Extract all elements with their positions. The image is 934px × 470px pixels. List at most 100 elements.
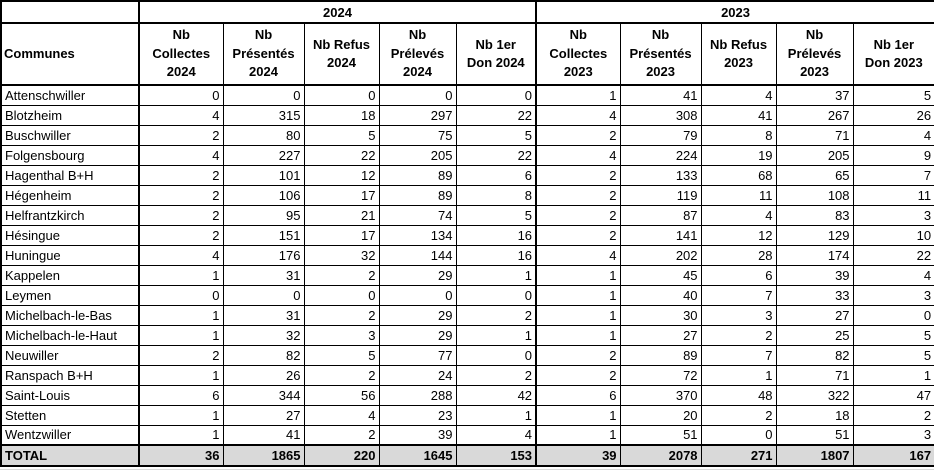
value-cell: 1 (138, 404, 224, 426)
value-cell: 4 (138, 104, 224, 126)
value-cell: 3 (852, 424, 934, 446)
value-cell: 1 (138, 424, 224, 446)
value-cell: 17 (303, 184, 380, 206)
value-cell: 82 (775, 344, 854, 366)
value-cell: 27 (222, 404, 305, 426)
value-cell: 18 (303, 104, 380, 126)
value-cell: 1 (138, 364, 224, 386)
value-cell: 16 (455, 244, 537, 266)
value-cell: 0 (138, 84, 224, 106)
value-cell: 5 (852, 84, 934, 106)
value-cell: 6 (455, 164, 537, 186)
value-cell: 79 (619, 124, 702, 146)
value-cell: 95 (222, 204, 305, 226)
value-cell: 3 (700, 304, 777, 326)
year-2023-header: 2023 (535, 0, 934, 24)
table-row: Saint-Louis 6 344 56 288 42 6 370 48 322 47 (0, 384, 934, 406)
total-label: TOTAL (0, 444, 140, 467)
value-cell: 31 (222, 304, 305, 326)
value-cell: 174 (775, 244, 854, 266)
value-cell: 1 (455, 264, 537, 286)
value-cell: 370 (619, 384, 702, 406)
value-cell: 129 (775, 224, 854, 246)
value-cell: 5 (455, 124, 537, 146)
year-header-row: 2024 2023 (0, 0, 934, 24)
value-cell: 202 (619, 244, 702, 266)
value-cell: 89 (619, 344, 702, 366)
year-2024-header: 2024 (138, 0, 537, 24)
value-cell: 77 (378, 344, 457, 366)
commune-name-cell: Attenschwiller (0, 84, 140, 106)
value-cell: 2 (138, 344, 224, 366)
value-cell: 30 (619, 304, 702, 326)
value-cell: 0 (378, 284, 457, 306)
value-cell: 0 (455, 284, 537, 306)
commune-name-cell: Hagenthal B+H (0, 164, 140, 186)
value-cell: 4 (700, 204, 777, 226)
commune-name-cell: Stetten (0, 404, 140, 426)
table-row: Kappelen 1 31 2 29 1 1 45 6 39 4 (0, 264, 934, 286)
value-cell: 87 (619, 204, 702, 226)
corner-empty-cell (0, 0, 140, 24)
value-cell: 31 (222, 264, 305, 286)
table-row: Helfrantzkirch 2 95 21 74 5 2 87 4 83 3 (0, 204, 934, 226)
commune-name-cell: Ranspach B+H (0, 364, 140, 386)
total-value-cell: 220 (303, 444, 380, 467)
value-cell: 23 (378, 404, 457, 426)
value-cell: 2 (455, 364, 537, 386)
commune-name-cell: Huningue (0, 244, 140, 266)
column-header: Nb Collectes 2024 (138, 22, 224, 86)
table-row: Huningue 4 176 32 144 16 4 202 28 174 22 (0, 244, 934, 266)
table-row: Buschwiller 2 80 5 75 5 2 79 8 71 4 (0, 124, 934, 146)
value-cell: 22 (303, 144, 380, 166)
commune-name-cell: Neuwiller (0, 344, 140, 366)
value-cell: 89 (378, 184, 457, 206)
value-cell: 5 (455, 204, 537, 226)
value-cell: 0 (455, 84, 537, 106)
value-cell: 9 (852, 144, 934, 166)
value-cell: 1 (138, 264, 224, 286)
value-cell: 288 (378, 384, 457, 406)
table-row: Folgensbourg 4 227 22 205 22 4 224 19 205 9 (0, 144, 934, 166)
value-cell: 25 (775, 324, 854, 346)
value-cell: 0 (455, 344, 537, 366)
value-cell: 28 (700, 244, 777, 266)
value-cell: 40 (619, 284, 702, 306)
value-cell: 12 (700, 224, 777, 246)
commune-name-cell: Saint-Louis (0, 384, 140, 406)
column-header: Nb Refus 2024 (303, 22, 380, 86)
value-cell: 17 (303, 224, 380, 246)
value-cell: 4 (535, 244, 621, 266)
value-cell: 51 (775, 424, 854, 446)
value-cell: 7 (700, 344, 777, 366)
value-cell: 1 (535, 404, 621, 426)
value-cell: 141 (619, 224, 702, 246)
column-header: Nb Présentés 2024 (222, 22, 305, 86)
value-cell: 2 (535, 344, 621, 366)
value-cell: 19 (700, 144, 777, 166)
value-cell: 2 (303, 364, 380, 386)
commune-name-cell: Hégenheim (0, 184, 140, 206)
value-cell: 48 (700, 384, 777, 406)
value-cell: 2 (138, 224, 224, 246)
value-cell: 29 (378, 264, 457, 286)
table-row: Leymen 0 0 0 0 0 1 40 7 33 3 (0, 284, 934, 306)
value-cell: 1 (535, 284, 621, 306)
column-header: Nb 1er Don 2023 (852, 22, 934, 86)
table-row: Michelbach-le-Haut 1 32 3 29 1 1 27 2 25 5 (0, 324, 934, 346)
value-cell: 4 (535, 104, 621, 126)
value-cell: 205 (775, 144, 854, 166)
value-cell: 0 (303, 84, 380, 106)
value-cell: 26 (852, 104, 934, 126)
value-cell: 4 (455, 424, 537, 446)
table-row: Stetten 1 27 4 23 1 1 20 2 18 2 (0, 404, 934, 426)
total-value-cell: 271 (700, 444, 777, 467)
value-cell: 1 (535, 84, 621, 106)
table-row: Neuwiller 2 82 5 77 0 2 89 7 82 5 (0, 344, 934, 366)
value-cell: 72 (619, 364, 702, 386)
value-cell: 2 (700, 404, 777, 426)
value-cell: 41 (700, 104, 777, 126)
value-cell: 22 (455, 144, 537, 166)
value-cell: 89 (378, 164, 457, 186)
